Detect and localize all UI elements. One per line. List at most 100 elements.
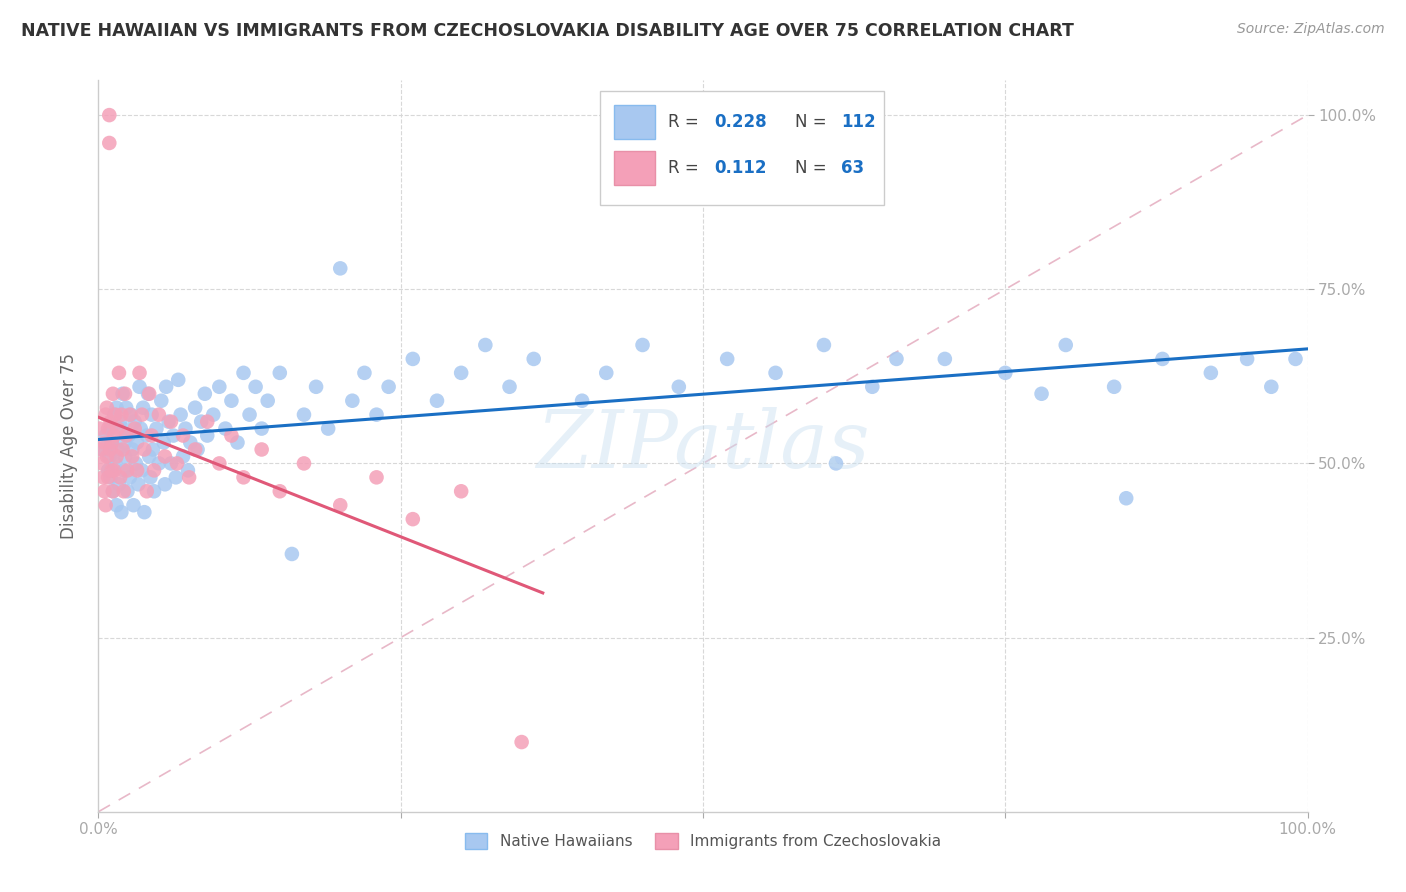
Point (595, 366, 617, 380)
FancyBboxPatch shape (600, 91, 884, 204)
Point (100, 415, 122, 429)
Point (174, 421, 197, 435)
Point (141, 408, 163, 422)
Point (103, 408, 125, 422)
Point (120, 408, 142, 422)
Point (1236, 351, 1258, 366)
Point (195, 428, 218, 442)
Point (668, 380, 690, 394)
Point (91, 457, 114, 471)
Point (131, 408, 153, 422)
Point (366, 470, 388, 484)
Point (104, 457, 127, 471)
Point (994, 366, 1017, 380)
Point (148, 457, 170, 471)
Point (97, 421, 120, 435)
Point (139, 470, 162, 484)
Point (93, 435, 115, 450)
Point (105, 498, 128, 512)
Point (98, 450, 121, 464)
Text: ZIPatlas: ZIPatlas (536, 408, 870, 484)
Point (269, 366, 291, 380)
Point (329, 498, 352, 512)
Point (1102, 380, 1125, 394)
Text: 0.112: 0.112 (714, 159, 766, 177)
Point (1152, 351, 1174, 366)
Point (353, 366, 375, 380)
Point (269, 484, 291, 499)
Point (232, 366, 254, 380)
Point (167, 373, 190, 387)
Point (214, 421, 236, 435)
Point (100, 470, 122, 484)
Point (1199, 366, 1222, 380)
Point (239, 408, 262, 422)
Point (179, 470, 201, 484)
Point (202, 408, 225, 422)
Text: 112: 112 (841, 113, 876, 131)
Text: NATIVE HAWAIIAN VS IMMIGRANTS FROM CZECHOSLOVAKIA DISABILITY AGE OVER 75 CORRELA: NATIVE HAWAIIAN VS IMMIGRANTS FROM CZECH… (21, 22, 1074, 40)
Point (118, 428, 141, 442)
Point (934, 351, 956, 366)
Point (111, 442, 134, 457)
Text: 63: 63 (841, 159, 863, 177)
Point (108, 470, 131, 484)
Point (135, 484, 157, 499)
Point (94, 498, 117, 512)
Point (571, 393, 593, 408)
Point (179, 435, 201, 450)
Point (115, 401, 138, 415)
Point (118, 470, 141, 484)
Point (177, 463, 200, 477)
Point (184, 401, 207, 415)
Point (153, 477, 176, 491)
Point (97, 470, 120, 484)
Point (402, 351, 425, 366)
Point (111, 386, 134, 401)
Point (114, 435, 136, 450)
Point (162, 428, 184, 442)
Y-axis label: Disability Age Over 75: Disability Age Over 75 (59, 353, 77, 539)
Point (221, 428, 243, 442)
Point (121, 442, 143, 457)
Point (250, 442, 273, 457)
Point (101, 386, 124, 401)
Point (765, 366, 787, 380)
Point (110, 505, 132, 519)
Text: R =: R = (668, 113, 704, 131)
Point (155, 380, 177, 394)
Text: 0.228: 0.228 (714, 113, 766, 131)
Point (292, 457, 315, 471)
Point (98, 136, 121, 150)
Point (127, 463, 149, 477)
Point (91, 470, 114, 484)
Point (132, 401, 155, 415)
Point (169, 408, 191, 422)
Point (716, 351, 738, 366)
Point (94, 408, 117, 422)
Point (107, 421, 129, 435)
Point (131, 463, 153, 477)
Point (108, 415, 131, 429)
Point (117, 484, 139, 499)
Point (105, 401, 128, 415)
Point (426, 393, 449, 408)
Point (150, 393, 173, 408)
Point (825, 457, 848, 471)
Point (195, 415, 218, 429)
Point (142, 442, 165, 457)
Point (184, 442, 207, 457)
Point (172, 450, 194, 464)
Legend: Native Hawaiians, Immigrants from Czechoslovakia: Native Hawaiians, Immigrants from Czecho… (458, 827, 948, 855)
Point (329, 261, 352, 276)
Point (860, 380, 883, 394)
Point (523, 351, 546, 366)
Point (128, 380, 150, 394)
Point (103, 428, 125, 442)
Point (100, 421, 122, 435)
Text: Source: ZipAtlas.com: Source: ZipAtlas.com (1237, 22, 1385, 37)
Point (1031, 386, 1053, 401)
Point (281, 547, 304, 561)
Point (110, 408, 132, 422)
Point (129, 421, 152, 435)
